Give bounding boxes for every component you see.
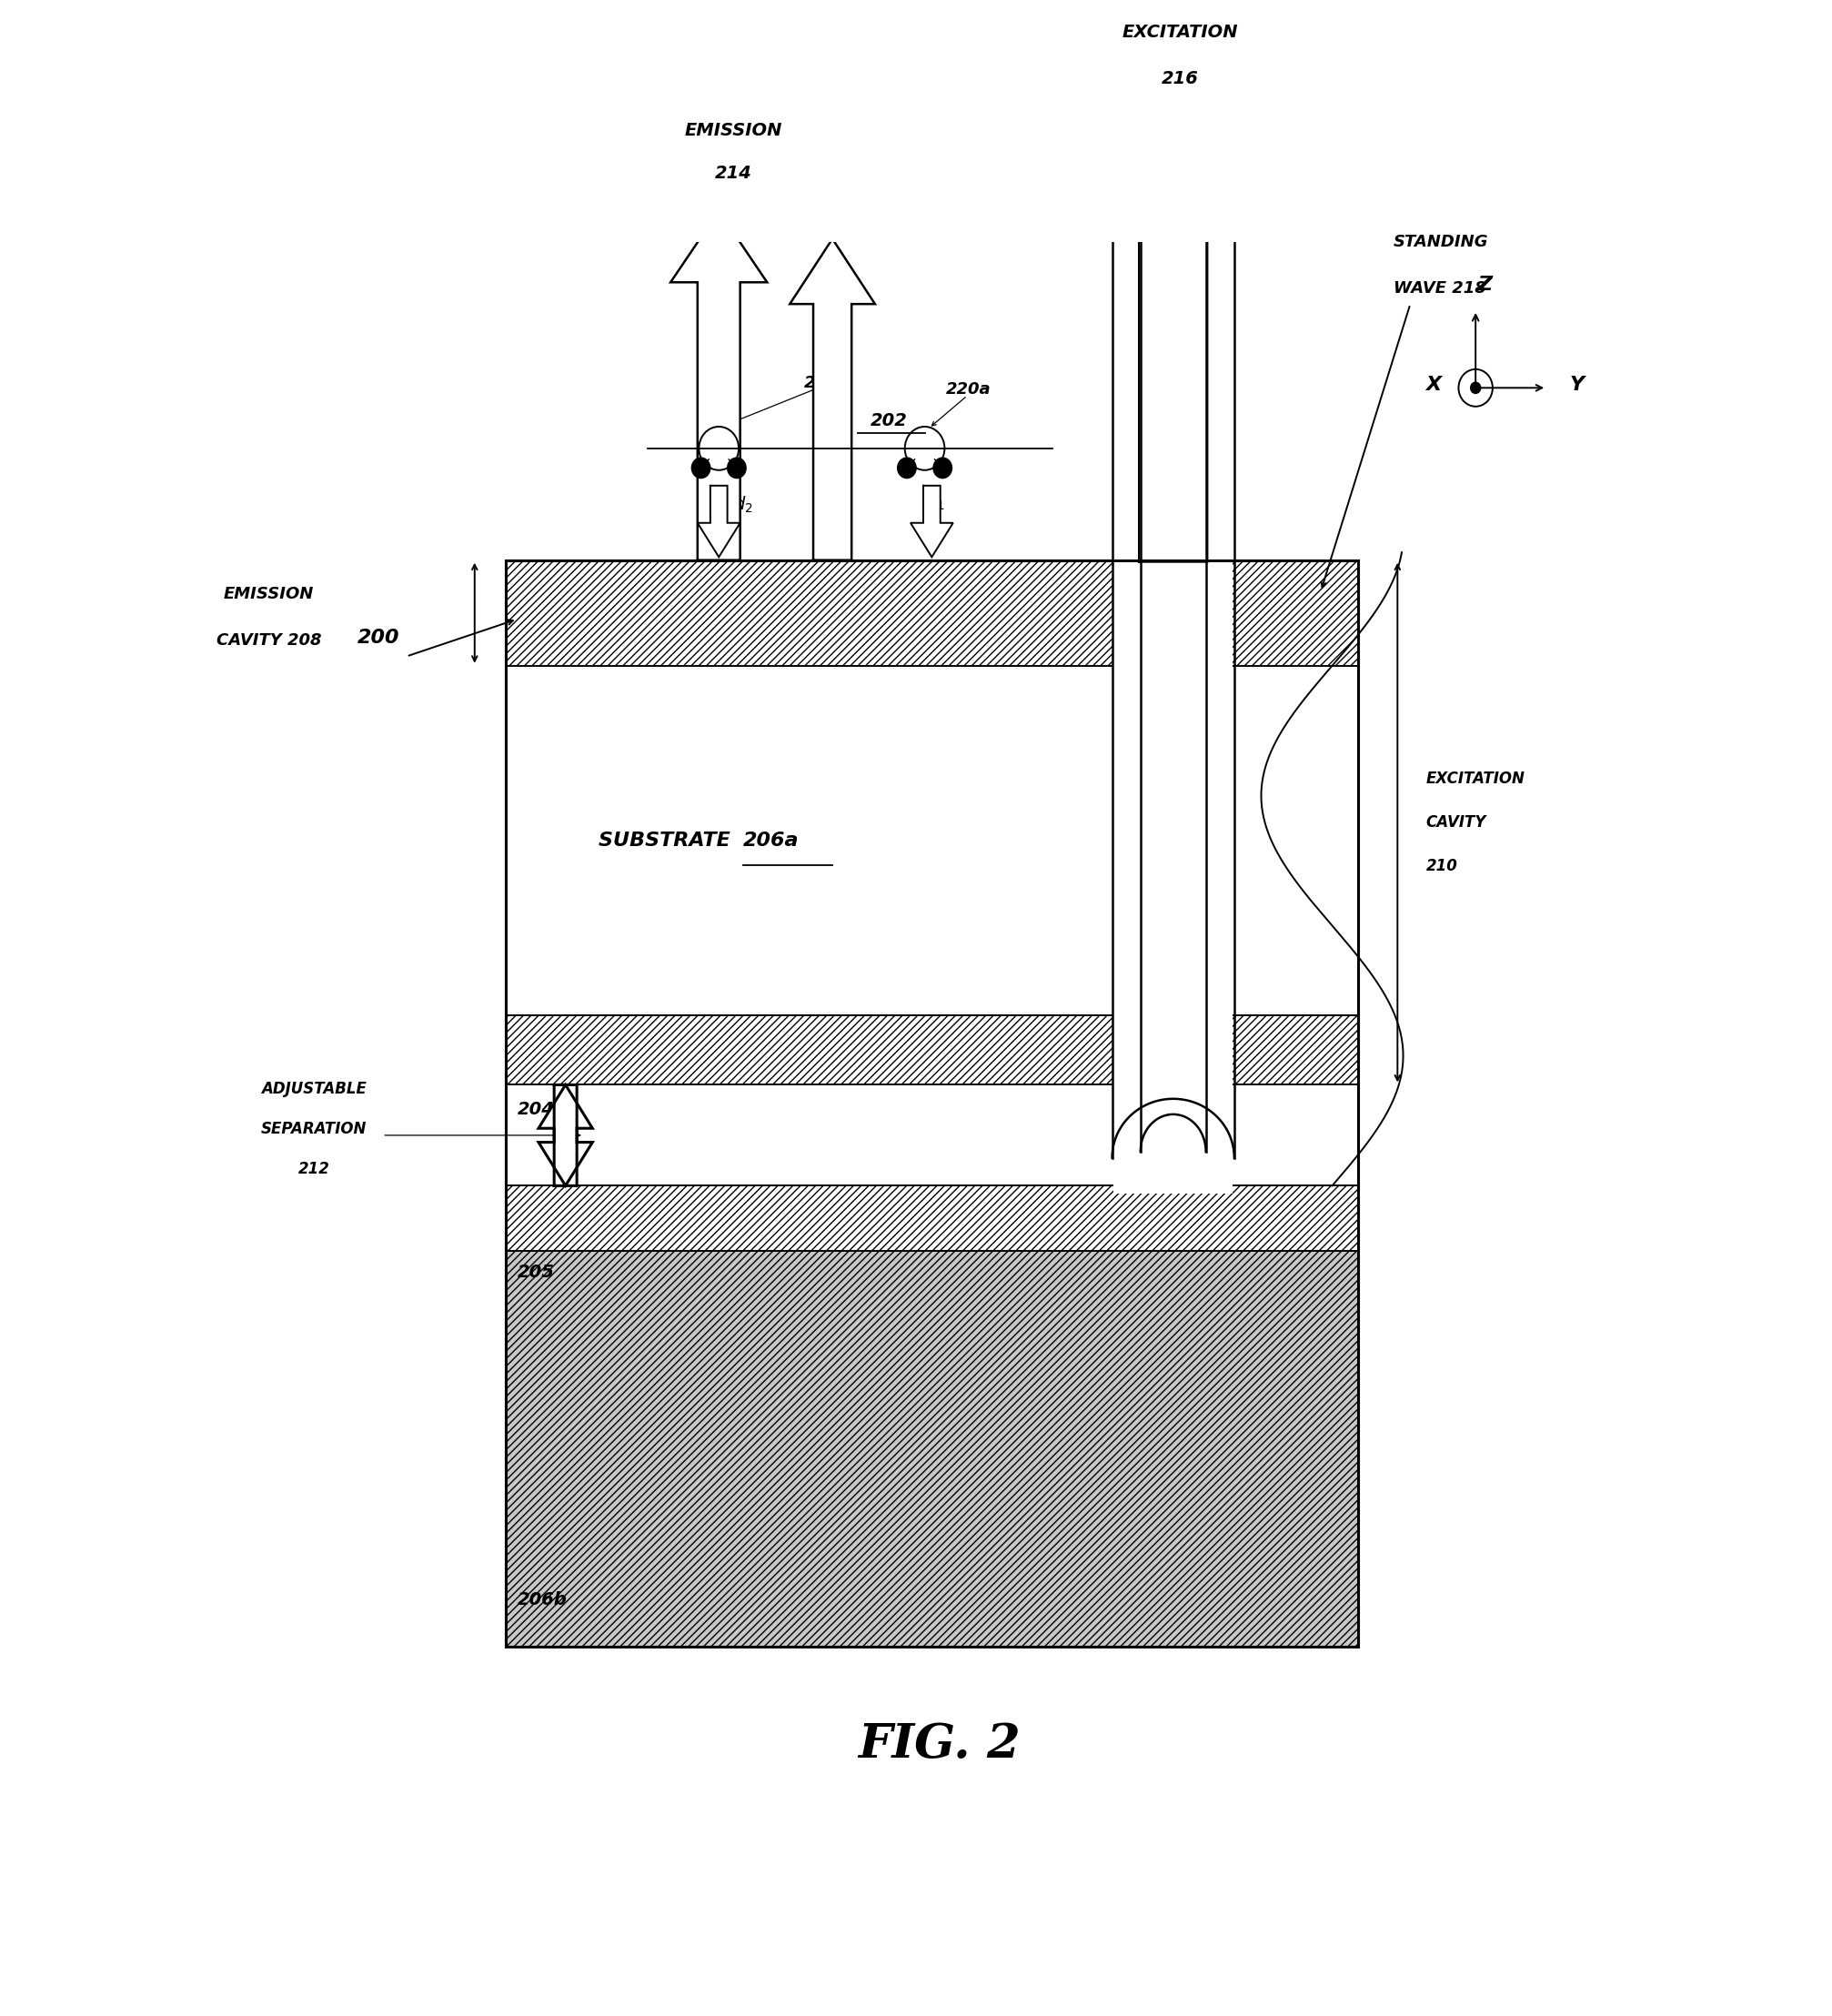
Polygon shape xyxy=(911,522,953,556)
Text: WAVE 218: WAVE 218 xyxy=(1392,280,1486,296)
Text: 220b: 220b xyxy=(804,375,850,391)
Polygon shape xyxy=(539,1143,592,1185)
Text: STANDING: STANDING xyxy=(1392,234,1488,250)
Text: 206a: 206a xyxy=(744,831,799,849)
Circle shape xyxy=(727,458,747,480)
Text: 212: 212 xyxy=(299,1161,330,1177)
Text: CAVITY 208: CAVITY 208 xyxy=(216,633,321,649)
Circle shape xyxy=(898,458,916,480)
Text: FIG. 2: FIG. 2 xyxy=(857,1722,1020,1768)
Text: CAVITY: CAVITY xyxy=(1425,814,1486,831)
Bar xyxy=(923,486,940,522)
Bar xyxy=(506,1014,1358,1085)
Bar xyxy=(553,1085,577,1143)
Text: 220a: 220a xyxy=(945,381,991,397)
Bar xyxy=(506,665,1358,1014)
Text: Z: Z xyxy=(1478,276,1493,294)
Polygon shape xyxy=(698,522,740,556)
Bar xyxy=(506,560,1358,1647)
Circle shape xyxy=(691,458,711,480)
Text: EXCITATION: EXCITATION xyxy=(1123,24,1238,40)
Text: $d_1$: $d_1$ xyxy=(925,492,945,512)
Polygon shape xyxy=(539,1085,592,1129)
Circle shape xyxy=(932,458,953,480)
Text: SEPARATION: SEPARATION xyxy=(262,1121,366,1137)
Polygon shape xyxy=(790,238,876,304)
Polygon shape xyxy=(1110,121,1237,185)
Bar xyxy=(506,560,1358,665)
Text: 205: 205 xyxy=(517,1264,555,1282)
Bar xyxy=(553,1129,577,1185)
Text: 214: 214 xyxy=(714,165,751,181)
Text: EMISSION: EMISSION xyxy=(224,587,313,603)
Bar xyxy=(506,1085,1358,1185)
Bar xyxy=(506,560,1358,1647)
Polygon shape xyxy=(671,212,768,282)
Bar xyxy=(711,486,727,522)
Bar xyxy=(506,1250,1358,1647)
Text: 210: 210 xyxy=(1425,857,1458,875)
Text: 204: 204 xyxy=(517,1101,555,1119)
Bar xyxy=(506,1185,1358,1250)
Text: EMISSION: EMISSION xyxy=(683,121,782,139)
Text: ADJUSTABLE: ADJUSTABLE xyxy=(262,1081,366,1097)
Bar xyxy=(813,304,852,560)
Text: X: X xyxy=(1425,375,1442,393)
Text: SUBSTRATE: SUBSTRATE xyxy=(599,831,736,849)
Bar xyxy=(1140,185,1207,562)
Text: 216: 216 xyxy=(1161,71,1198,87)
Bar xyxy=(1114,196,1233,1193)
Bar xyxy=(698,282,740,560)
Text: Y: Y xyxy=(1570,375,1585,393)
Circle shape xyxy=(1469,381,1482,393)
Text: 206b: 206b xyxy=(517,1591,568,1609)
Text: 200: 200 xyxy=(357,629,399,647)
Text: $d_2$: $d_2$ xyxy=(733,496,753,516)
Text: 202: 202 xyxy=(870,413,909,429)
Text: EXCITATION: EXCITATION xyxy=(1425,770,1524,786)
